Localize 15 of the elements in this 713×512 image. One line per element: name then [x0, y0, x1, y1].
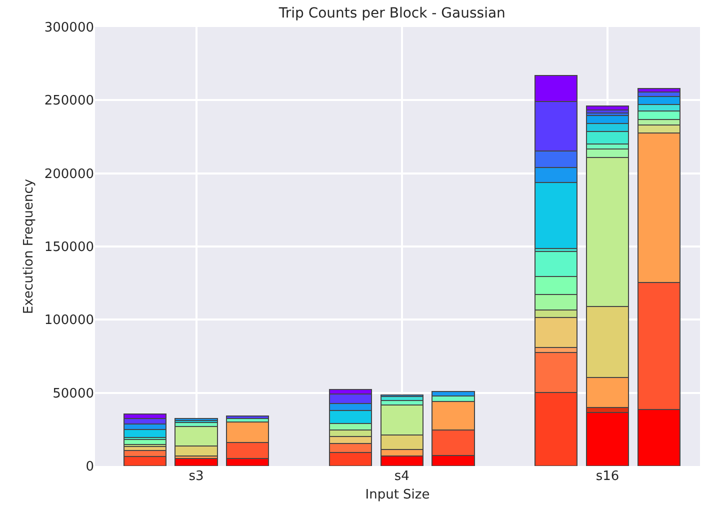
y-tick-label: 50000 [52, 386, 94, 402]
x-tick-label: s16 [596, 469, 620, 484]
y-axis-title: Execution Frequency [21, 178, 36, 314]
x-tick-label: s4 [394, 469, 410, 484]
x-tick-label: s3 [188, 469, 204, 484]
bar [586, 412, 630, 466]
y-tick-label: 100000 [44, 313, 94, 328]
y-tick-label: 300000 [44, 20, 94, 36]
bar [174, 458, 218, 466]
x-axis-title: Input Size [365, 488, 430, 503]
y-tick-label: 200000 [44, 166, 94, 182]
y-tick-label: 150000 [44, 240, 94, 256]
y-tick-label: 0 [86, 460, 94, 475]
chart-title: Trip Counts per Block - Gaussian [278, 5, 506, 22]
y-tick-label: 250000 [44, 94, 94, 109]
